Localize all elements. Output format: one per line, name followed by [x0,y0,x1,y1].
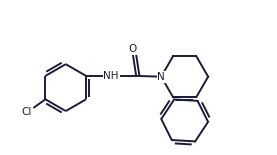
Text: O: O [129,44,137,54]
Text: N: N [157,72,165,82]
Text: NH: NH [103,71,119,81]
Text: Cl: Cl [22,107,32,117]
